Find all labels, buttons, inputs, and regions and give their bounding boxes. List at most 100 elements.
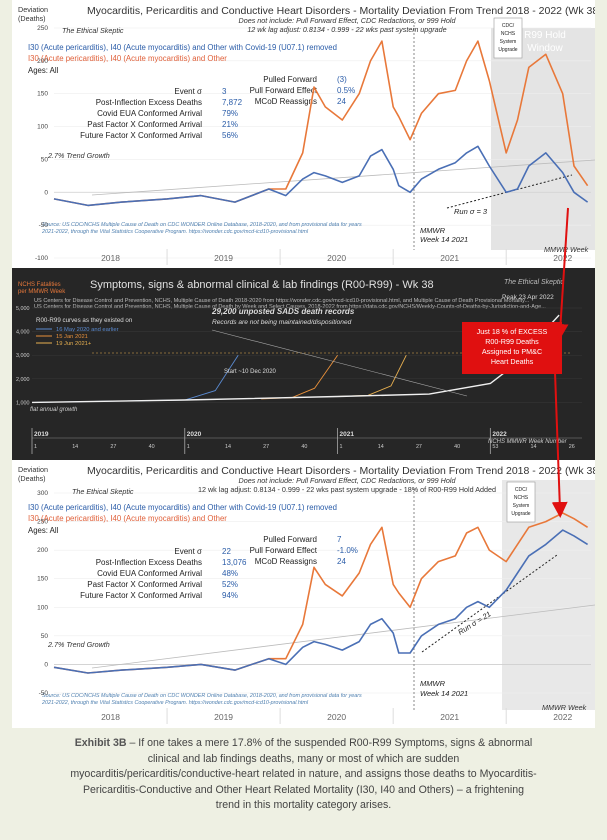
cdc-box-frame bbox=[493, 17, 523, 59]
source-note: Source: US CDC/NCHS Multiple Cause of De… bbox=[42, 693, 362, 699]
trend-label: 2.7% Trend Growth bbox=[47, 151, 110, 160]
callout-line: Heart Deaths bbox=[491, 357, 534, 366]
stat-label: Post-Inflection Excess Deaths bbox=[96, 98, 202, 107]
start-label: Start ~10 Dec 2020 bbox=[224, 369, 277, 375]
stat-label: Future Factor X Conformed Arrival bbox=[80, 591, 202, 600]
stat-value: 24 bbox=[337, 557, 346, 566]
ages-label: Ages: All bbox=[28, 66, 59, 75]
x-tick-label: 1 bbox=[340, 444, 343, 450]
legend-orange: I30 (Acute pericarditis), I40 (Acute myo… bbox=[28, 54, 227, 63]
stat-value: 79% bbox=[222, 109, 238, 118]
watermark: The Ethical Skeptic bbox=[72, 487, 134, 496]
stat-value: 94% bbox=[222, 591, 238, 600]
y-tick-label: 200 bbox=[37, 58, 48, 65]
x-tick-label: 27 bbox=[416, 444, 422, 450]
caption-lead: Exhibit 3B bbox=[74, 737, 127, 749]
chart-panel-bottom: Deviation (Deaths) Myocarditis, Pericard… bbox=[12, 460, 595, 728]
y-tick-label: 100 bbox=[37, 604, 48, 611]
stat-value: 13,076 bbox=[222, 558, 247, 567]
x-tick-label: 27 bbox=[263, 444, 269, 450]
watermark: The Ethical Skeptic bbox=[504, 279, 564, 286]
y-tick-label: 100 bbox=[37, 124, 48, 131]
y-axis-label-unit: (Deaths) bbox=[18, 474, 46, 483]
stat-label: MCoD Reassigns bbox=[255, 97, 317, 106]
hold-window-band bbox=[491, 28, 595, 250]
annotation-arrows bbox=[551, 207, 569, 518]
x-year-label: 2019 bbox=[34, 431, 49, 438]
y-tick-label: 150 bbox=[37, 576, 48, 583]
x-tick-label: 14 bbox=[225, 444, 231, 450]
series-group bbox=[53, 40, 589, 207]
curve-legend-label: 15 Jan 2021 bbox=[56, 334, 88, 340]
x-year-label: 2019 bbox=[214, 253, 233, 263]
legend-blue: I30 (Acute pericarditis), I40 (Acute myo… bbox=[28, 503, 337, 512]
stat-label: Post-Inflection Excess Deaths bbox=[96, 558, 202, 567]
cdc-upgrade-box: CDC/NCHS System Upgrade bbox=[506, 481, 536, 523]
x-tick-label: 26 bbox=[569, 444, 575, 450]
curves-title: R00-R99 curves as they existed on bbox=[36, 317, 133, 324]
curve-legend-label: 16 May 2020 and earlier bbox=[56, 327, 119, 333]
stat-label: Pulled Forward bbox=[263, 535, 317, 544]
y-axis-label: Deviation bbox=[18, 5, 48, 14]
flat-growth-label: flat annual growth bbox=[30, 407, 78, 413]
stat-label: Covid EUA Conformed Arrival bbox=[97, 109, 202, 118]
x-year-labels: 2018 2019 2020 2021 2022 bbox=[101, 253, 572, 263]
arrow-top-to-middle bbox=[552, 207, 569, 340]
x-tick-label: 40 bbox=[301, 444, 307, 450]
pointer-line bbox=[211, 329, 468, 397]
source-note: Source: US CDC/NCHS Multiple Cause of De… bbox=[42, 222, 362, 228]
chart-panel-middle: NCHS Fatalities per MMWR Week Symptoms, … bbox=[12, 268, 595, 460]
chart-subtitle-2: 12 wk lag adjust: 0.8134 - 0.999 - 22 wk… bbox=[198, 485, 496, 494]
source-note-2: 2021-2022, through the Vital Statistics … bbox=[41, 229, 309, 235]
series-group bbox=[53, 512, 589, 674]
trend-line bbox=[91, 159, 595, 196]
y-axis-label-unit: (Deaths) bbox=[18, 14, 46, 23]
cdc-box-text: System bbox=[500, 39, 517, 45]
y-tick-label: 5,000 bbox=[16, 306, 30, 312]
stats-block: Event σ 3 Post-Inflection Excess Deaths 7,8… bbox=[80, 87, 242, 140]
x-year-label: 2020 bbox=[327, 712, 346, 722]
sads-label-2: Records are not being maintained/disposi… bbox=[212, 319, 352, 326]
y-axis-label-2: per MMWR Week bbox=[18, 289, 66, 295]
y-axis-label: NCHS Fatalities bbox=[18, 282, 61, 288]
stats-block-right: Pulled Forward (3) Pull Forward Effect 0.5%… bbox=[250, 75, 356, 106]
y-tick-label: 50 bbox=[41, 156, 49, 163]
mmwr-week-label: Week 14 2021 bbox=[420, 235, 468, 244]
stat-label: Pull Forward Effect bbox=[250, 86, 318, 95]
chart-title: Myocarditis, Pericarditis and Conductive… bbox=[87, 5, 595, 17]
stat-value: (3) bbox=[337, 75, 347, 84]
hold-window-label-2: Window bbox=[527, 43, 563, 54]
stat-value: 0.5% bbox=[337, 86, 355, 95]
peak-label: Peak 23 Apr 2022 bbox=[502, 294, 554, 301]
x-year-label: 2021 bbox=[440, 253, 459, 263]
x-tick-label: 1 bbox=[187, 444, 190, 450]
x-tick-label: 53 bbox=[492, 444, 498, 450]
cdc-box-text: NCHS bbox=[514, 495, 529, 501]
x-axis-label: NCHS MMWR Week Number bbox=[488, 439, 568, 445]
chart-title: Myocarditis, Pericarditis and Conductive… bbox=[87, 465, 595, 477]
y-tick-label: 50 bbox=[41, 633, 49, 640]
cdc-box-frame bbox=[506, 481, 536, 523]
x-tick-label: 27 bbox=[110, 444, 116, 450]
stat-value: 22 bbox=[222, 547, 231, 556]
cdc-box-text: Upgrade bbox=[511, 511, 530, 517]
caption-text: – If one takes a mere 17.8% of the suspe… bbox=[70, 737, 537, 811]
x-year-label: 2021 bbox=[440, 712, 459, 722]
x-tick-label: 14 bbox=[72, 444, 78, 450]
stat-label: Future Factor X Conformed Arrival bbox=[80, 131, 202, 140]
callout-box bbox=[462, 322, 562, 374]
stat-label: Event σ bbox=[174, 547, 202, 556]
stat-label: MCoD Reassigns bbox=[255, 557, 317, 566]
source-note-2: 2021-2022, through the Vital Statistics … bbox=[41, 700, 309, 706]
hold-window-label: R99 Hold bbox=[524, 30, 566, 41]
callout-line: Just 18 % of EXCESS bbox=[477, 327, 548, 336]
chart-bottom-svg: Deviation (Deaths) Myocarditis, Pericard… bbox=[18, 465, 595, 724]
watermark: The Ethical Skeptic bbox=[62, 26, 124, 35]
stat-value: 48% bbox=[222, 569, 238, 578]
stat-label: Covid EUA Conformed Arrival bbox=[97, 569, 202, 578]
x-axis: 2019 2020 2021 2022 1 14 27 40 1 14 27 40 1 14 27 40 53 1… bbox=[31, 428, 582, 454]
trend-line bbox=[91, 604, 595, 669]
stats-block-right: Pulled Forward 7 Pull Forward Effect -1.0% M… bbox=[250, 535, 358, 566]
